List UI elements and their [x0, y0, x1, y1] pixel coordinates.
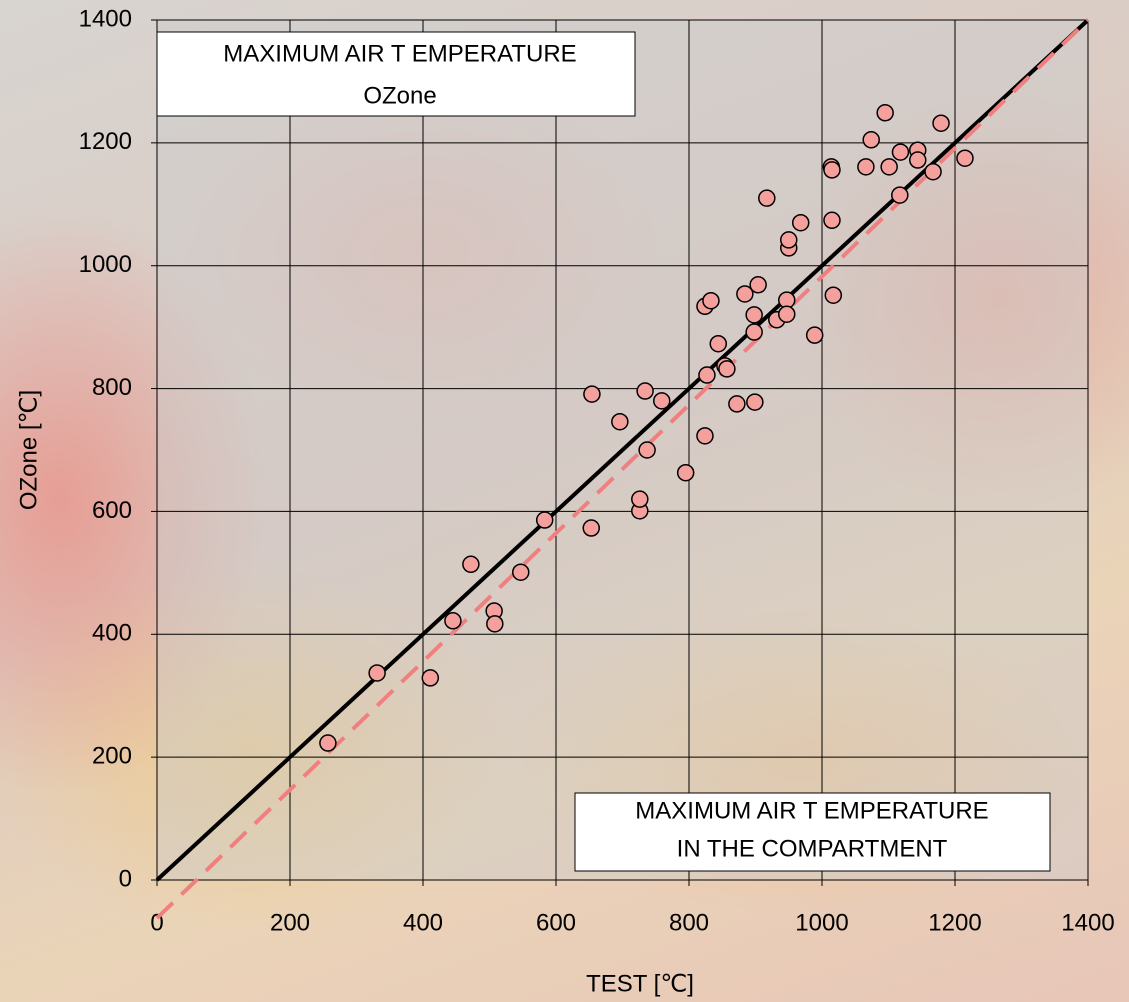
x-tick-label: 400	[403, 909, 443, 936]
scatter-point	[876, 104, 894, 122]
scatter-point	[880, 158, 898, 176]
scatter-point	[582, 519, 600, 537]
y-tick-label: 1000	[79, 251, 132, 278]
y-tick-label: 200	[92, 742, 132, 769]
scatter-point	[749, 276, 767, 294]
scatter-point	[421, 669, 440, 687]
scatter-point	[462, 555, 480, 574]
annotation-box	[574, 792, 1051, 872]
annotation-box	[156, 31, 636, 117]
scatter-point	[823, 211, 841, 230]
y-tick-label: 1200	[79, 128, 132, 155]
scatter-point	[676, 463, 695, 482]
annotation-text: MAXIMUM AIR T EMPERATURE	[223, 40, 576, 67]
scatter-point	[611, 412, 629, 431]
y-tick-label: 1400	[79, 5, 132, 32]
scatter-point	[444, 612, 462, 630]
scatter-point	[932, 114, 950, 132]
scatter-point	[319, 734, 337, 752]
scatter-point	[638, 441, 656, 459]
y-axis-label: OZone [℃]	[15, 390, 42, 510]
scatter-point	[780, 231, 798, 249]
y-tick-label: 0	[119, 865, 132, 892]
annotation-text: MAXIMUM AIR T EMPERATURE	[635, 797, 988, 824]
scatter-point	[709, 334, 728, 353]
scatter-point	[778, 305, 796, 323]
scatter-point	[909, 151, 927, 169]
scatter-point	[702, 291, 720, 310]
y-tick-label: 800	[92, 374, 132, 401]
scatter-point	[824, 286, 843, 304]
scatter-point	[857, 158, 875, 176]
scatter-point	[956, 149, 974, 167]
x-tick-label: 200	[270, 909, 310, 936]
scatter-point	[862, 131, 880, 149]
scatter-point	[696, 427, 714, 445]
x-axis-label: TEST [℃]	[586, 970, 694, 997]
scatter-point	[823, 161, 841, 179]
annotation-text: OZone	[363, 82, 436, 109]
scatter-point	[636, 382, 654, 400]
y-tick-label: 400	[92, 620, 132, 647]
scatter-point	[746, 393, 764, 411]
scatter-point	[805, 326, 824, 344]
scatter-point	[535, 511, 554, 529]
scatter-point	[758, 189, 776, 207]
scatter-point	[486, 615, 504, 633]
x-tick-label: 1000	[795, 909, 848, 936]
scatter-point	[698, 366, 716, 384]
scatter-point	[791, 213, 810, 232]
x-tick-label: 1200	[928, 909, 981, 936]
scatter-point	[745, 323, 763, 341]
scatter-point	[728, 395, 746, 413]
x-tick-label: 800	[669, 909, 709, 936]
scatter-point	[718, 360, 736, 378]
scatter-point	[736, 285, 754, 303]
reference-line	[155, 18, 1090, 920]
scatter-point	[631, 490, 649, 508]
scatter-point	[924, 162, 942, 181]
scatter-point	[891, 186, 909, 204]
scatter-point	[652, 392, 671, 410]
y-tick-label: 600	[92, 497, 132, 524]
scatter-point	[891, 143, 910, 161]
scatter-point	[512, 563, 530, 581]
scatter-point	[745, 306, 763, 324]
x-tick-label: 1400	[1061, 909, 1114, 936]
scatter-point	[583, 385, 601, 403]
x-tick-label: 600	[536, 909, 576, 936]
annotation-text: IN THE COMPARTMENT	[677, 835, 948, 862]
scatter-point	[368, 664, 386, 682]
